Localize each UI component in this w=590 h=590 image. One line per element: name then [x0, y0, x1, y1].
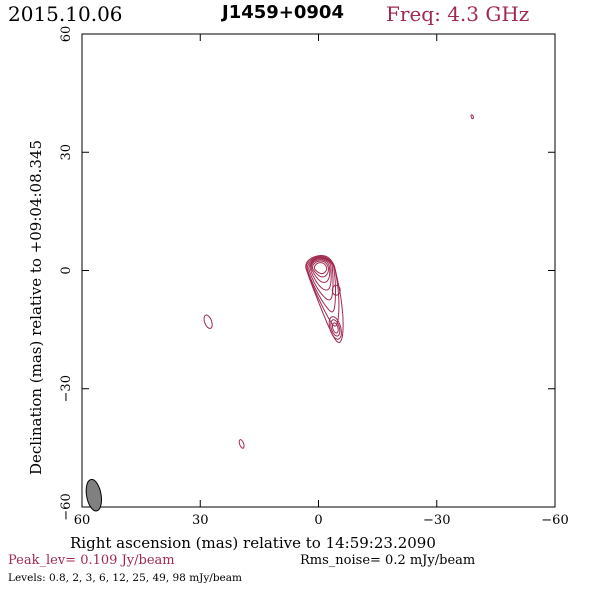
y-tick-label: 30	[59, 144, 74, 161]
rms-label: Rms_noise=	[300, 553, 381, 568]
axis-ticks: 60 30 0 −30 −60 −60 −30 0 30 60	[59, 26, 569, 528]
x-tick-label: −30	[423, 513, 450, 528]
contour-line	[306, 256, 336, 313]
contour-levels: Levels: 0.8, 2, 3, 6, 12, 25, 49, 98 mJy…	[8, 572, 242, 584]
rms-noise: Rms_noise= 0.2 mJy/beam	[300, 553, 475, 568]
contour-line	[331, 322, 339, 334]
peak-value: 0.109 Jy/beam	[80, 553, 175, 568]
y-axis-label: Declination (mas) relative to +09:04:08.…	[27, 139, 45, 475]
y-tick-label: 60	[59, 26, 74, 43]
contour-line	[331, 284, 341, 296]
peak-level: Peak_lev= 0.109 Jy/beam	[8, 553, 175, 568]
contour-line	[312, 260, 329, 278]
source-name: J1459+0904	[222, 2, 344, 23]
contour-line	[310, 259, 331, 283]
frequency-value: 4.3	[447, 2, 479, 26]
noise-contour	[238, 439, 245, 449]
frequency-label: Freq:	[386, 2, 441, 26]
contour-line	[313, 262, 328, 275]
frequency-unit: GHz	[485, 2, 530, 26]
x-tick-label: 0	[314, 513, 322, 528]
contour-line	[330, 319, 341, 337]
x-axis-label: Right ascension (mas) relative to 14:59:…	[70, 534, 436, 552]
frequency-readout: Freq: 4.3 GHz	[386, 2, 529, 26]
y-tick-label: −60	[59, 493, 74, 520]
x-tick-label: −60	[541, 513, 568, 528]
contour-line	[305, 255, 340, 327]
contour-line	[308, 257, 334, 301]
contour-lines	[203, 114, 474, 449]
x-tick-label: 60	[74, 513, 91, 528]
noise-contour	[470, 114, 474, 120]
beam-ellipse	[85, 478, 102, 512]
x-tick-label: 30	[192, 513, 209, 528]
noise-contour	[203, 314, 213, 329]
y-tick-label: 0	[59, 266, 74, 274]
observation-date: 2015.10.06	[8, 2, 123, 26]
beam-shape	[85, 478, 102, 512]
y-tick-label: −30	[59, 375, 74, 402]
contour-line	[309, 258, 332, 291]
peak-label: Peak_lev=	[8, 553, 77, 568]
contour-line	[328, 316, 342, 340]
plot-frame	[81, 33, 556, 508]
rms-value: 0.2 mJy/beam	[385, 553, 476, 568]
